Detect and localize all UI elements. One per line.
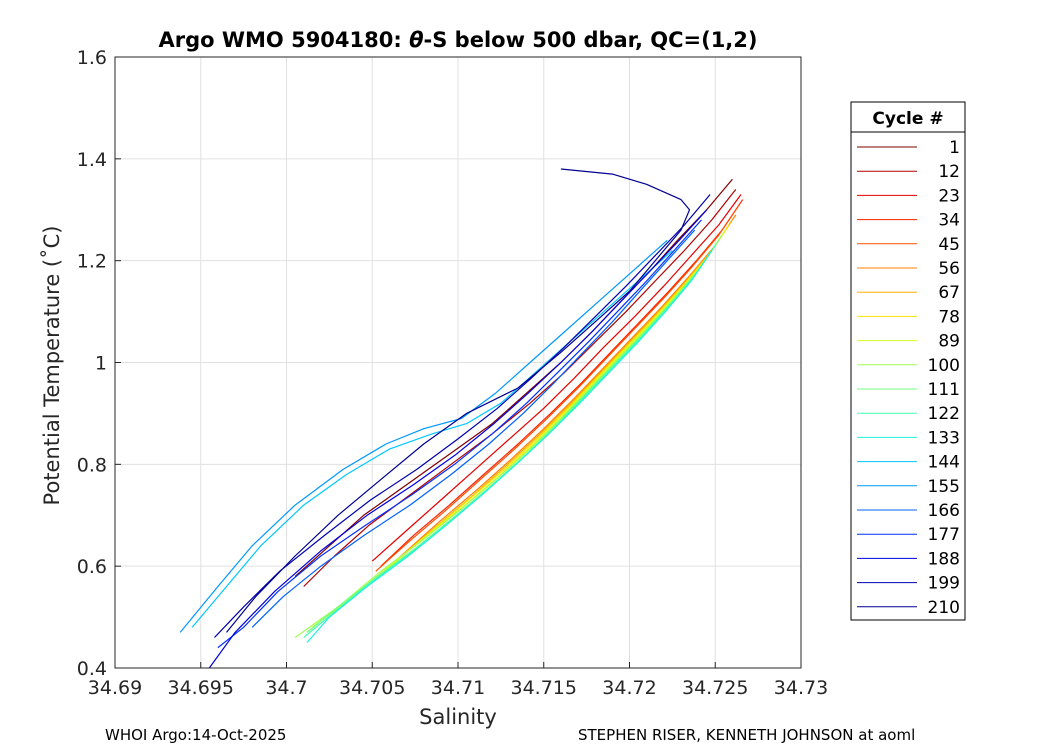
series-line-188 bbox=[208, 209, 708, 669]
footer-right: STEPHEN RISER, KENNETH JOHNSON at aoml bbox=[578, 726, 916, 744]
series-line-166 bbox=[251, 229, 696, 628]
series-line-133 bbox=[306, 250, 713, 643]
series-line-155 bbox=[179, 239, 668, 633]
legend-label: 45 bbox=[938, 235, 960, 255]
series-line-144 bbox=[191, 250, 673, 628]
legend-label: 89 bbox=[938, 332, 960, 352]
title-theta: θ bbox=[409, 28, 423, 52]
legend-label: 210 bbox=[928, 598, 960, 618]
y-tick-label: 1.6 bbox=[77, 47, 107, 69]
legend: Cycle # 1 12 23 34 45 56 67 78 89 100 111 122 133 144… bbox=[850, 101, 966, 621]
legend-label: 1 bbox=[949, 138, 960, 158]
legend-label: 199 bbox=[928, 574, 960, 594]
legend-label: 144 bbox=[928, 453, 960, 473]
legend-items: 1 12 23 34 45 56 67 78 89 100 111 122 133 144 155 166 17… bbox=[857, 138, 960, 618]
x-tick-label: 34.695 bbox=[168, 677, 234, 699]
legend-label: 78 bbox=[938, 307, 960, 327]
series-line-12 bbox=[303, 189, 737, 587]
grid bbox=[114, 56, 802, 669]
legend-title: Cycle # bbox=[872, 109, 943, 129]
x-axis-label: Salinity bbox=[419, 705, 497, 729]
series-line-45 bbox=[375, 204, 740, 572]
series-line-100 bbox=[294, 234, 723, 638]
legend-label: 177 bbox=[928, 525, 960, 545]
series-line-122 bbox=[303, 245, 716, 638]
legend-label: 188 bbox=[928, 549, 960, 569]
y-tick-label: 0.4 bbox=[77, 658, 107, 680]
legend-label: 34 bbox=[938, 211, 960, 231]
y-tick-label: 1 bbox=[95, 353, 107, 375]
series-line-177 bbox=[217, 219, 702, 649]
legend-label: 122 bbox=[928, 404, 960, 424]
series-lines bbox=[179, 168, 744, 669]
x-tick-label: 34.71 bbox=[431, 677, 485, 699]
x-tick-label: 34.69 bbox=[88, 677, 142, 699]
series-line-89 bbox=[311, 229, 726, 628]
legend-label: 56 bbox=[938, 259, 960, 279]
chart-title: Argo WMO 5904180: θ-S below 500 dbar, QC… bbox=[158, 28, 757, 52]
x-tick-label: 34.715 bbox=[511, 677, 577, 699]
series-line-210 bbox=[226, 168, 691, 633]
series-line-34 bbox=[380, 199, 744, 567]
x-tick-label: 34.72 bbox=[602, 677, 656, 699]
y-tick-label: 1.4 bbox=[77, 149, 107, 171]
y-axis-label: Potential Temperature (˚C) bbox=[40, 226, 64, 506]
y-ticks: 0.4 0.6 0.8 1 1.2 1.4 1.6 bbox=[77, 47, 121, 680]
series-line-56 bbox=[371, 214, 737, 582]
footer-left: WHOI Argo:14-Oct-2025 bbox=[105, 726, 287, 744]
legend-label: 155 bbox=[928, 477, 960, 497]
legend-label: 23 bbox=[938, 186, 960, 206]
series-line-23 bbox=[371, 194, 742, 562]
series-line-78 bbox=[358, 224, 730, 593]
series-line-199 bbox=[214, 194, 711, 638]
y-tick-label: 0.8 bbox=[77, 454, 107, 476]
legend-label: 111 bbox=[928, 380, 960, 400]
legend-box bbox=[850, 101, 966, 621]
y-tick-label: 1.2 bbox=[77, 251, 107, 273]
series-line-111 bbox=[306, 239, 720, 633]
x-tick-label: 34.705 bbox=[339, 677, 405, 699]
x-ticks: 34.69 34.695 34.7 34.705 34.71 34.715 34.72 34.… bbox=[88, 662, 828, 699]
x-tick-label: 34.73 bbox=[774, 677, 828, 699]
title-prefix: Argo WMO 5904180: bbox=[158, 28, 409, 52]
legend-label: 166 bbox=[928, 501, 960, 521]
legend-label: 67 bbox=[938, 283, 960, 303]
y-tick-label: 0.6 bbox=[77, 556, 107, 578]
legend-label: 133 bbox=[928, 428, 960, 448]
legend-label: 12 bbox=[938, 162, 960, 182]
x-tick-label: 34.725 bbox=[682, 677, 748, 699]
legend-label: 100 bbox=[928, 356, 960, 376]
x-tick-label: 34.7 bbox=[265, 677, 307, 699]
title-suffix: -S below 500 dbar, QC=(1,2) bbox=[424, 28, 758, 52]
